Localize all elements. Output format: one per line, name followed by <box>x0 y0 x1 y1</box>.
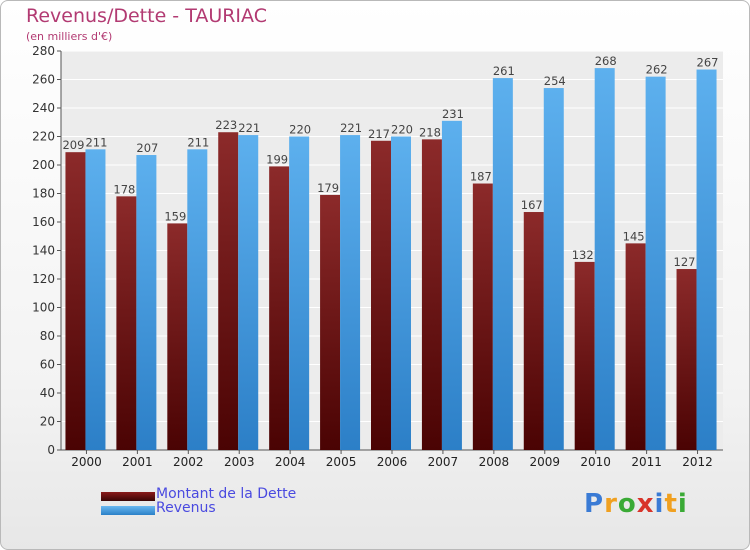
bar-debt <box>523 212 544 450</box>
legend-swatch-revenue <box>101 506 155 515</box>
data-label-debt: 179 <box>317 181 339 195</box>
bar-revenue <box>136 155 157 450</box>
logo-letter: r <box>604 489 618 519</box>
y-tick-label: 80 <box>40 329 55 343</box>
data-label-revenue: 211 <box>85 135 107 149</box>
logo-letter: P <box>584 489 605 519</box>
data-label-revenue: 221 <box>340 121 362 135</box>
x-tick-label: 2005 <box>326 455 357 469</box>
y-tick-label: 160 <box>32 215 55 229</box>
bar-debt <box>472 183 493 450</box>
y-tick-label: 100 <box>32 301 55 315</box>
x-tick-label: 2012 <box>682 455 713 469</box>
bar-revenue <box>696 69 717 451</box>
bar-revenue <box>289 136 310 450</box>
bar-debt <box>421 139 442 450</box>
bar-debt <box>116 196 137 450</box>
bar-debt <box>269 166 290 451</box>
y-tick-label: 40 <box>40 386 55 400</box>
legend-label-revenue: Revenus <box>156 500 216 516</box>
bar-revenue <box>441 120 462 450</box>
x-tick-label: 2009 <box>529 455 560 469</box>
bar-revenue <box>85 149 106 450</box>
bar-revenue <box>543 88 564 451</box>
proxiti-logo: Proxiti <box>584 489 688 519</box>
bar-debt <box>676 269 697 450</box>
data-label-revenue: 221 <box>238 121 260 135</box>
bar-debt <box>625 243 646 450</box>
data-label-debt: 178 <box>113 182 135 196</box>
data-label-debt: 218 <box>419 125 441 139</box>
bar-revenue <box>645 76 666 451</box>
x-tick-label: 2010 <box>580 455 611 469</box>
data-label-debt: 132 <box>572 248 594 262</box>
data-label-revenue: 254 <box>544 74 566 88</box>
data-label-revenue: 262 <box>646 63 668 77</box>
y-tick-label: 280 <box>32 44 55 58</box>
x-tick-label: 2000 <box>71 455 102 469</box>
data-label-debt: 199 <box>266 152 288 166</box>
bar-revenue <box>391 136 411 450</box>
x-tick-label: 2007 <box>428 455 459 469</box>
data-label-revenue: 268 <box>595 54 617 68</box>
chart-title: Revenus/Dette - TAURIAC <box>26 5 267 27</box>
bar-revenue <box>492 78 513 450</box>
logo-letter: i <box>677 489 688 519</box>
data-label-revenue: 211 <box>187 135 209 149</box>
data-label-debt: 217 <box>368 127 390 141</box>
y-tick-label: 120 <box>32 272 55 286</box>
bar-debt <box>320 194 341 450</box>
data-label-debt: 167 <box>521 198 543 212</box>
data-label-debt: 223 <box>215 118 237 132</box>
chart-subtitle: (en milliers d'€) <box>26 30 113 43</box>
bar-debt <box>218 132 239 450</box>
data-label-debt: 127 <box>674 255 696 269</box>
bar-revenue <box>594 68 615 450</box>
bar-debt <box>65 152 86 451</box>
y-tick-label: 140 <box>32 244 55 258</box>
logo-letter: t <box>664 489 678 519</box>
data-label-debt: 159 <box>164 209 186 223</box>
bar-revenue <box>238 135 259 450</box>
x-tick-label: 2004 <box>275 455 306 469</box>
logo-letter: x <box>636 489 655 519</box>
data-label-revenue: 231 <box>442 107 464 121</box>
y-tick-label: 0 <box>47 443 55 457</box>
bar-debt <box>371 140 391 450</box>
y-tick-label: 260 <box>32 73 55 87</box>
x-tick-label: 2003 <box>224 455 255 469</box>
data-label-debt: 145 <box>623 229 645 243</box>
y-tick-label: 200 <box>32 158 55 172</box>
data-label-debt: 187 <box>470 170 492 184</box>
bar-debt <box>167 223 188 450</box>
y-tick-label: 60 <box>40 358 55 372</box>
y-tick-label: 220 <box>32 130 55 144</box>
y-tick-label: 20 <box>40 415 55 429</box>
y-tick-label: 180 <box>32 187 55 201</box>
bar-debt <box>574 261 595 450</box>
bar-revenue <box>340 135 361 450</box>
logo-letter: o <box>617 489 637 519</box>
logo-letter: i <box>654 489 665 519</box>
y-tick-label: 240 <box>32 101 55 115</box>
data-label-debt: 209 <box>62 138 84 152</box>
x-tick-label: 2006 <box>377 455 408 469</box>
data-label-revenue: 220 <box>289 123 311 137</box>
data-label-revenue: 220 <box>391 123 413 137</box>
data-label-revenue: 207 <box>136 141 158 155</box>
data-label-revenue: 261 <box>493 64 515 78</box>
bar-revenue <box>187 149 208 450</box>
legend-label-debt: Montant de la Dette <box>156 486 297 502</box>
legend-swatch-debt <box>101 492 155 501</box>
data-label-revenue: 267 <box>697 56 719 70</box>
x-tick-label: 2011 <box>631 455 662 469</box>
x-tick-label: 2002 <box>173 455 204 469</box>
x-tick-label: 2008 <box>479 455 510 469</box>
x-tick-label: 2001 <box>122 455 153 469</box>
